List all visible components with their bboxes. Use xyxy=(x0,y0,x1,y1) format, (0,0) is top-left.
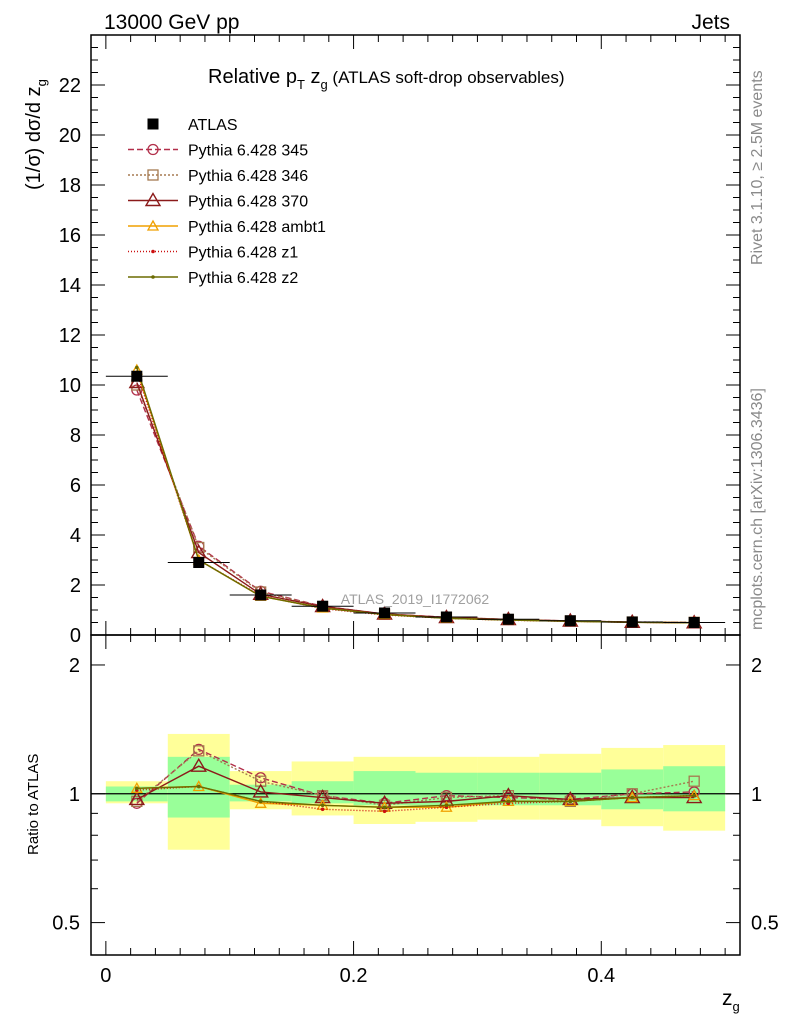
ratio-series-point-1 xyxy=(688,775,700,787)
ratio-panel: 0.5 0.5 1 1 2 2 0 0.2 0.4 xyxy=(52,634,779,987)
main-y-tick-label: 0 xyxy=(70,625,81,647)
x-axis-label: zg xyxy=(722,987,740,1014)
ratio-y-tick-label-right: 1 xyxy=(751,784,762,806)
ratio-series-line-5 xyxy=(136,785,695,808)
chart-title: Relative pT zg (ATLAS soft-drop observab… xyxy=(208,66,565,92)
legend-label-data: ATLAS xyxy=(188,117,238,134)
ratio-frame xyxy=(90,634,741,956)
ratio-series-point-3 xyxy=(254,796,267,808)
main-series-line-2 xyxy=(136,382,695,624)
ratio-y-tick-label-left: 1 xyxy=(69,784,80,806)
main-series-line-1 xyxy=(136,384,695,623)
main-y-tick-label: 2 xyxy=(70,575,81,597)
ratio-series-point-2 xyxy=(314,789,331,804)
main-series-line-3 xyxy=(136,369,695,624)
legend-marker-5 xyxy=(151,275,155,279)
legend-marker-0 xyxy=(147,143,159,156)
mcplots-label: mcplots.cern.ch [arXiv:1306.3436] xyxy=(749,388,766,630)
ratio-series-point-2 xyxy=(562,791,579,806)
ratio-series-point-2 xyxy=(252,783,269,798)
legend-marker-4 xyxy=(151,249,155,254)
ratio-series-point-5 xyxy=(444,803,449,808)
ratio-series-line-1 xyxy=(136,750,695,806)
legend-marker-1 xyxy=(147,169,159,181)
legend-label-2: Pythia 6.428 370 xyxy=(188,194,308,211)
ratio-series-point-5 xyxy=(630,795,635,800)
data-point xyxy=(379,607,391,619)
data-point xyxy=(502,613,514,625)
main-y-tick-label: 6 xyxy=(70,475,81,497)
ratio-series-point-5 xyxy=(196,784,201,789)
ratio-series-point-4 xyxy=(320,807,325,812)
main-y-tick-label: 10 xyxy=(59,375,81,397)
analysis-watermark: ATLAS_2019_I1772062 xyxy=(341,591,490,607)
ratio-series-point-5 xyxy=(382,805,387,810)
legend: ATLAS Pythia 6.428 345 Pythia 6.428 346 Pyt… xyxy=(128,117,326,287)
ratio-series-point-5 xyxy=(135,786,139,791)
ratio-series-point-5 xyxy=(568,799,573,804)
main-plot-area xyxy=(105,363,726,629)
x-tick-label: 0 xyxy=(100,965,111,987)
legend-label-4: Pythia 6.428 z1 xyxy=(188,245,298,262)
ratio-y-tick-label-right: 0.5 xyxy=(751,913,779,935)
ratio-axis-ticks: 0.5 0.5 1 1 2 2 0 0.2 0.4 xyxy=(52,635,779,987)
main-y-tick-label: 14 xyxy=(59,275,81,297)
ratio-series-point-5 xyxy=(692,793,696,798)
ratio-y-tick-label-left: 0.5 xyxy=(52,913,80,935)
ratio-y-tick-label-right: 2 xyxy=(751,655,762,677)
ratio-y-label: Ratio to ATLAS xyxy=(25,754,42,855)
data-point xyxy=(688,617,700,628)
legend-label-0: Pythia 6.428 345 xyxy=(188,143,308,160)
x-tick-label: 0.4 xyxy=(587,965,615,987)
main-series-line-4 xyxy=(136,372,695,624)
ratio-series-point-2 xyxy=(128,791,146,806)
ratio-series-point-2 xyxy=(190,757,207,772)
legend-marker-data xyxy=(147,118,159,130)
data-point xyxy=(440,611,452,623)
main-series-line-5 xyxy=(136,367,695,624)
main-y-tick-label: 16 xyxy=(59,225,81,247)
legend-label-1: Pythia 6.428 346 xyxy=(188,168,308,185)
legend-label-3: Pythia 6.428 ambt1 xyxy=(188,219,326,236)
ratio-plot-area xyxy=(128,743,703,814)
ratio-series-point-5 xyxy=(506,799,511,804)
ratio-uncertainty-bands xyxy=(91,733,740,850)
data-point xyxy=(193,557,205,568)
legend-marker-3 xyxy=(146,219,160,231)
legend-label-5: Pythia 6.428 z2 xyxy=(188,270,298,287)
x-tick-label: 0.2 xyxy=(340,965,368,987)
main-series-line-0 xyxy=(136,389,695,624)
main-y-tick-label: 20 xyxy=(59,125,81,147)
header-left: 13000 GeV pp xyxy=(104,11,239,34)
ratio-band-green xyxy=(663,766,726,812)
ratio-series-point-5 xyxy=(320,803,325,808)
rivet-label: Rivet 3.1.10, ≥ 2.5M events xyxy=(749,70,766,265)
data-point xyxy=(626,616,638,628)
ratio-y-tick-label-left: 2 xyxy=(69,655,80,677)
main-axis-ticks: 0 2 4 6 8 10 12 14 16 18 20 22 xyxy=(59,34,740,647)
main-y-tick-label: 22 xyxy=(59,75,81,97)
ratio-series-point-2 xyxy=(624,789,641,804)
data-point xyxy=(317,600,329,612)
ratio-series-line-0 xyxy=(136,748,695,805)
main-y-tick-label: 8 xyxy=(70,425,81,447)
data-point xyxy=(255,589,267,601)
ratio-series-line-2 xyxy=(136,765,695,805)
main-y-tick-label: 12 xyxy=(59,325,81,347)
data-point xyxy=(131,370,143,382)
data-point xyxy=(564,615,576,627)
ratio-series-point-1 xyxy=(193,745,205,757)
main-y-tick-label: 4 xyxy=(70,525,81,547)
legend-marker-2 xyxy=(144,192,162,207)
main-y-tick-label: 18 xyxy=(59,175,81,197)
main-y-label: (1/σ) dσ/d zg xyxy=(23,79,49,190)
ratio-band-green xyxy=(353,771,416,806)
ratio-series-point-5 xyxy=(258,799,263,804)
header-right: Jets xyxy=(691,11,730,34)
ratio-series-point-4 xyxy=(382,809,387,814)
main-series-point-5 xyxy=(135,365,139,370)
main-panel: 0 2 4 6 8 10 12 14 16 18 20 22 xyxy=(59,34,741,647)
